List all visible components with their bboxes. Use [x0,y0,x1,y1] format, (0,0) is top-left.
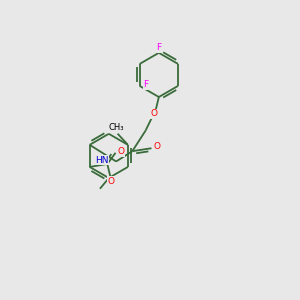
Text: O: O [151,109,158,118]
Text: O: O [108,177,115,186]
Text: F: F [144,80,149,89]
Text: O: O [154,142,161,151]
Text: O: O [117,147,124,156]
Text: CH₃: CH₃ [108,123,124,132]
Text: HN: HN [95,155,108,164]
Text: F: F [156,43,161,52]
